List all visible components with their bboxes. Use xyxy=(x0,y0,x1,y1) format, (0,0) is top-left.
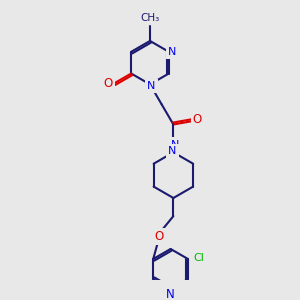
Text: O: O xyxy=(193,113,202,126)
Text: N: N xyxy=(166,288,175,300)
Text: Cl: Cl xyxy=(193,253,204,262)
Text: N: N xyxy=(168,47,176,57)
Text: N: N xyxy=(168,146,177,156)
Text: O: O xyxy=(155,230,164,243)
Text: N: N xyxy=(171,140,179,149)
Text: CH₃: CH₃ xyxy=(140,13,160,23)
Text: N: N xyxy=(147,81,156,91)
Text: O: O xyxy=(103,77,113,90)
